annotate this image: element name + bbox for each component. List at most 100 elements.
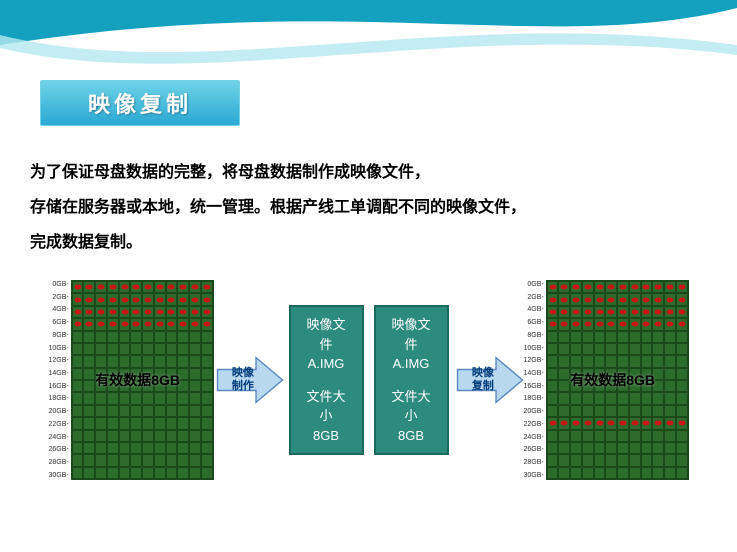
body-line: 存储在服务器或本地，统一管理。根据产线工单调配不同的映像文件， <box>30 190 707 225</box>
grid-cell <box>130 306 142 318</box>
grid-cell <box>676 380 688 392</box>
grid-cell <box>558 392 570 404</box>
grid-cell <box>201 417 213 429</box>
grid-cell <box>558 331 570 343</box>
grid-cell <box>95 417 107 429</box>
grid-cell <box>154 318 166 330</box>
grid-cell <box>130 293 142 305</box>
grid-cell <box>201 405 213 417</box>
grid-cell <box>570 331 582 343</box>
imgbox-line: 件 <box>404 335 417 355</box>
grid-cell <box>72 405 84 417</box>
grid-cell <box>676 417 688 429</box>
grid-cell <box>605 392 617 404</box>
grid-cell <box>629 405 641 417</box>
grid-cell <box>605 331 617 343</box>
grid-cell <box>166 417 178 429</box>
grid-cell <box>142 417 154 429</box>
grid-cell <box>664 281 676 293</box>
grid-cell <box>119 454 131 466</box>
grid-cell <box>582 392 594 404</box>
grid-cell <box>617 430 629 442</box>
grid-cell <box>166 355 178 367</box>
grid-cell <box>664 318 676 330</box>
grid-cell <box>582 306 594 318</box>
imgbox-line: 件 <box>319 335 332 355</box>
grid-cell <box>605 430 617 442</box>
grid-cell <box>201 306 213 318</box>
imgbox-line: 8GB <box>398 426 424 446</box>
grid-cell <box>107 417 119 429</box>
grid-cell <box>95 392 107 404</box>
grid-cell <box>582 442 594 454</box>
imgbox-line: 文件大 <box>391 387 430 407</box>
grid-cell <box>142 306 154 318</box>
grid-cell <box>119 467 131 479</box>
grid-cell <box>652 293 664 305</box>
grid-cell <box>558 405 570 417</box>
grid-cell <box>641 281 653 293</box>
grid-cell <box>142 281 154 293</box>
grid-cell <box>617 306 629 318</box>
grid-cell <box>629 343 641 355</box>
grid-cell <box>107 442 119 454</box>
grid-cell <box>652 306 664 318</box>
grid-cell <box>594 442 606 454</box>
grid-cell <box>676 355 688 367</box>
grid-cell <box>652 405 664 417</box>
grid-cell <box>130 343 142 355</box>
grid-cell <box>558 467 570 479</box>
grid-cell <box>201 392 213 404</box>
grid-cell <box>119 343 131 355</box>
disk-source: 0GB-2GB-4GB-6GB-8GB-10GB-12GB-14GB-16GB-… <box>49 280 214 480</box>
grid-cell <box>201 343 213 355</box>
grid-cell <box>189 343 201 355</box>
grid-cell <box>119 281 131 293</box>
grid-cell <box>664 380 676 392</box>
grid-cell <box>617 417 629 429</box>
grid-cell <box>629 467 641 479</box>
grid-cell <box>652 331 664 343</box>
grid-cell <box>605 454 617 466</box>
grid-cell <box>130 467 142 479</box>
grid-cell <box>558 293 570 305</box>
imgbox-line: 映像文 <box>391 315 430 335</box>
grid-cell <box>130 281 142 293</box>
grid-cell <box>594 467 606 479</box>
grid-cell <box>166 454 178 466</box>
grid-cell <box>629 442 641 454</box>
grid-cell <box>570 306 582 318</box>
grid-cell <box>189 368 201 380</box>
grid-cell <box>547 355 559 367</box>
grid-cell <box>547 343 559 355</box>
grid-cell <box>582 454 594 466</box>
grid-cell <box>617 442 629 454</box>
grid-cell <box>189 331 201 343</box>
grid-cell <box>189 417 201 429</box>
grid-cell <box>142 405 154 417</box>
grid-cell <box>629 392 641 404</box>
grid-cell <box>664 293 676 305</box>
slide-title-banner: 映像复制 <box>40 80 240 126</box>
grid-cell <box>547 331 559 343</box>
grid-cell <box>652 454 664 466</box>
grid-cell <box>177 318 189 330</box>
grid-cell <box>547 454 559 466</box>
grid-cell <box>107 306 119 318</box>
grid-cell <box>652 430 664 442</box>
grid-cell <box>664 454 676 466</box>
grid-cell <box>582 293 594 305</box>
grid-cell <box>95 355 107 367</box>
grid-cell <box>676 293 688 305</box>
grid-cell <box>676 442 688 454</box>
grid-cell <box>641 331 653 343</box>
grid-cell <box>130 355 142 367</box>
grid-cell <box>189 355 201 367</box>
grid-cell <box>664 343 676 355</box>
grid-cell <box>605 306 617 318</box>
grid-cell <box>605 467 617 479</box>
grid-cell <box>72 454 84 466</box>
grid-cell <box>95 467 107 479</box>
grid-cell <box>617 454 629 466</box>
grid-cell <box>154 331 166 343</box>
